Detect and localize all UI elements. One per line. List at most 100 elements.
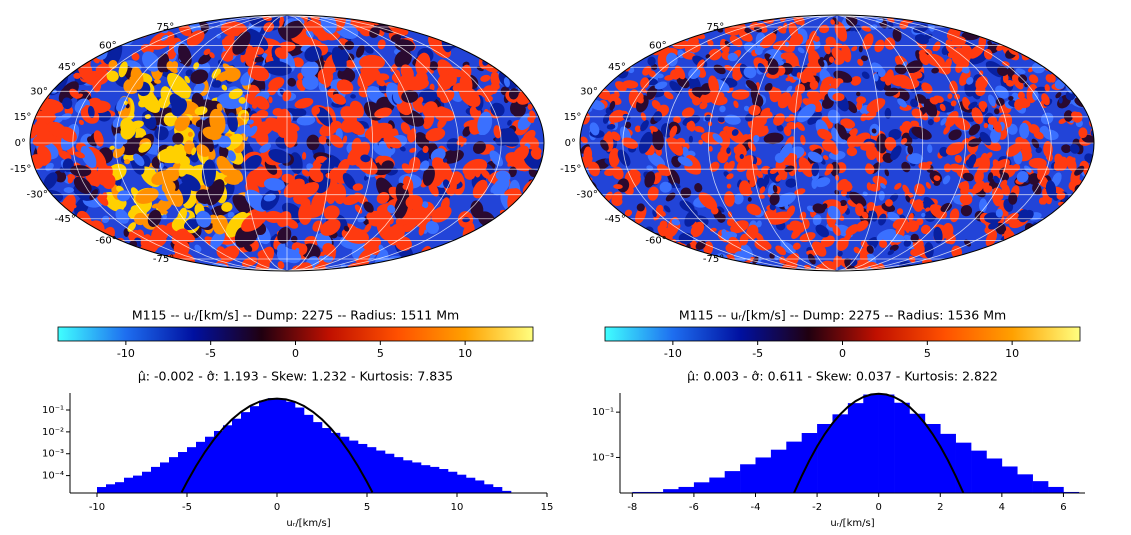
map-blob xyxy=(495,261,506,270)
map-blob xyxy=(669,125,678,138)
map-blob xyxy=(528,59,542,80)
map-blob xyxy=(1050,215,1065,227)
map-blob xyxy=(508,48,515,55)
map-blob xyxy=(676,259,689,266)
map-blob xyxy=(336,79,354,95)
map-blob xyxy=(238,96,246,104)
map-blob xyxy=(475,37,484,46)
map-blob xyxy=(759,186,766,194)
hist-bar xyxy=(403,460,413,493)
map-blob xyxy=(445,69,457,76)
map-blob xyxy=(113,18,124,29)
map-blob xyxy=(536,79,544,96)
map-blob xyxy=(515,202,540,220)
map-blob xyxy=(194,244,202,253)
map-blob xyxy=(30,61,44,75)
map-blob xyxy=(37,16,53,40)
map-outline xyxy=(579,14,1095,272)
map-blob xyxy=(458,248,469,261)
map-blob xyxy=(514,250,527,261)
map-blob xyxy=(39,259,51,271)
map-blob xyxy=(945,142,965,156)
map-blob xyxy=(948,129,962,141)
map-blob xyxy=(708,145,713,152)
map-blob xyxy=(537,38,544,46)
map-blob xyxy=(378,15,392,23)
map-blob xyxy=(99,175,113,186)
colorbar-tick-label: -10 xyxy=(117,347,135,360)
map-blob xyxy=(717,92,725,99)
hist-bar xyxy=(151,466,161,493)
map-blob xyxy=(227,112,238,133)
map-blob xyxy=(294,97,314,109)
map-blob xyxy=(815,177,831,188)
map-blob xyxy=(583,146,593,163)
map-blob xyxy=(1019,18,1028,28)
map-blob xyxy=(1074,15,1088,24)
map-blob xyxy=(717,206,725,213)
map-blob xyxy=(741,264,750,271)
map-blob xyxy=(905,60,923,74)
map-blob xyxy=(848,128,858,138)
map-blob xyxy=(220,21,248,37)
map-blob xyxy=(185,262,193,271)
map-blob xyxy=(760,107,771,117)
map-blob xyxy=(399,15,415,24)
map-blob xyxy=(908,213,914,222)
map-blob xyxy=(959,193,973,206)
map-blob xyxy=(688,135,693,144)
map-blob xyxy=(1024,82,1029,88)
lat-label: 60° xyxy=(99,40,117,51)
map-blob xyxy=(452,22,467,31)
map-blob xyxy=(67,234,81,251)
map-blob xyxy=(908,72,918,81)
map-blob xyxy=(624,209,633,217)
map-blob xyxy=(409,147,417,153)
map-blob xyxy=(746,203,762,216)
map-blob xyxy=(62,97,73,110)
map-blob xyxy=(936,265,943,271)
map-blob xyxy=(775,173,783,182)
map-blob xyxy=(65,132,74,141)
map-blob xyxy=(919,51,930,66)
map-blob xyxy=(580,207,589,219)
map-blob xyxy=(788,114,796,122)
map-blob xyxy=(646,85,658,100)
map-blob xyxy=(913,199,924,212)
map-blob xyxy=(731,89,750,100)
map-blob xyxy=(924,242,934,259)
map-blob xyxy=(689,15,696,22)
map-blob xyxy=(216,103,223,112)
map-blob xyxy=(73,72,82,79)
hist-bar xyxy=(412,462,422,493)
map-blob xyxy=(795,121,805,131)
x-tick-label: 4 xyxy=(999,502,1005,513)
map-blob xyxy=(596,262,604,271)
map-blob xyxy=(376,177,396,204)
map-blob xyxy=(512,103,526,118)
map-blob xyxy=(301,61,319,78)
colorbar-tick-label: 0 xyxy=(839,347,846,360)
map-blob xyxy=(586,200,592,209)
map-blob xyxy=(232,31,251,55)
map-blob xyxy=(610,131,621,141)
map-blob xyxy=(647,186,659,201)
map-blob xyxy=(135,187,159,204)
hist-bar xyxy=(331,432,341,493)
map-blob xyxy=(968,123,981,136)
map-blob xyxy=(64,42,77,57)
map-blob xyxy=(704,114,711,122)
map-blob xyxy=(347,141,370,166)
map-blob xyxy=(800,134,806,145)
map-blob xyxy=(476,238,483,248)
map-blob xyxy=(651,129,664,151)
x-tick-label: -8 xyxy=(627,502,637,513)
map-blob xyxy=(931,67,940,74)
map-blob xyxy=(726,183,732,189)
map-blob xyxy=(777,92,792,109)
lat-label: 60° xyxy=(649,40,667,51)
map-blob xyxy=(528,75,544,103)
map-blob xyxy=(1061,144,1072,154)
map-blob xyxy=(1051,172,1062,187)
map-blob xyxy=(1028,259,1036,268)
